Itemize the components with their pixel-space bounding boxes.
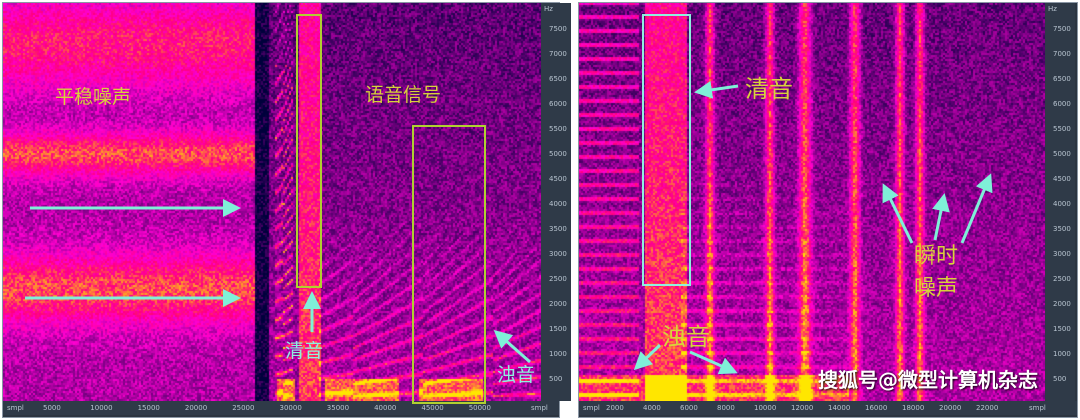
watermark: 搜狐号@微型计算机杂志 [818, 368, 1038, 392]
annotation-arrows [0, 0, 1080, 420]
arrow-icon [496, 332, 530, 362]
arrow-icon [690, 352, 735, 372]
arrow-icon [884, 186, 912, 243]
arrow-icon [636, 345, 660, 368]
arrow-icon [935, 196, 944, 240]
arrow-icon [962, 176, 990, 243]
arrow-icon [697, 86, 738, 92]
